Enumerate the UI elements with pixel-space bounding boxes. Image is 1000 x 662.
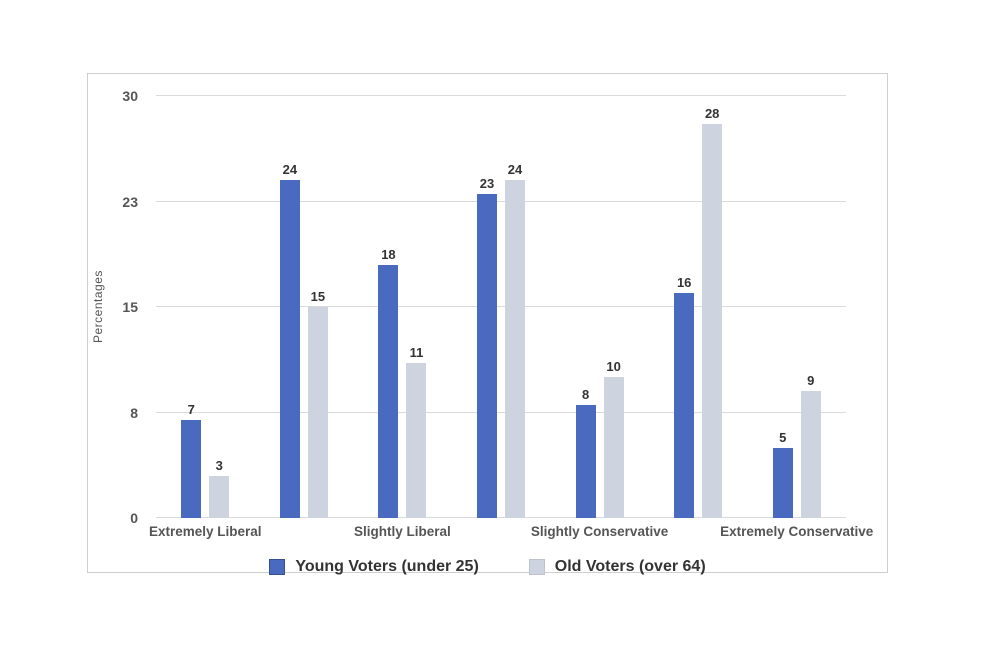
bar-column: 8 — [575, 96, 596, 518]
bar-column: 16 — [674, 96, 695, 518]
bar-value-label: 5 — [779, 429, 787, 445]
gridline — [156, 517, 846, 518]
bar-old-voters — [406, 363, 427, 518]
bar-group: 18 11 — [353, 96, 452, 518]
gridline — [156, 411, 846, 413]
bar-young-voters — [772, 447, 793, 518]
bar-column: 15 — [307, 96, 328, 518]
legend-item-young-voters: Young Voters (under 25) — [269, 558, 479, 576]
bar-column: 24 — [505, 96, 526, 518]
bar-value-label: 3 — [215, 457, 223, 473]
bar-column: 10 — [603, 96, 624, 518]
bar-value-label: 16 — [676, 274, 692, 290]
bar-column: 9 — [800, 96, 821, 518]
bar-value-label: 11 — [409, 345, 424, 361]
bar-column: 18 — [378, 96, 399, 518]
bar-old-voters — [800, 391, 821, 518]
x-axis-category-label: Extremely Conservative — [720, 524, 874, 539]
bar-old-voters — [603, 377, 624, 518]
bar-value-label: 8 — [581, 387, 590, 403]
legend-label-young-voters: Young Voters (under 25) — [295, 558, 479, 575]
bar-value-label: 9 — [807, 373, 815, 389]
bar-value-label: 24 — [282, 162, 298, 178]
bar-value-label: 7 — [187, 401, 195, 417]
bar-group: 23 24 — [452, 96, 551, 518]
y-axis-tick-label: 23 — [122, 193, 138, 210]
x-axis-category-label: Extremely Liberal — [149, 524, 262, 539]
gridline — [156, 200, 846, 202]
bar-young-voters — [575, 405, 596, 518]
bar-column: 3 — [209, 96, 230, 518]
plot-area: 7 3 24 15 18 11 23 24 8 10 16 28 5 9 — [156, 95, 846, 518]
y-axis-tick-label: 8 — [130, 404, 138, 421]
bar-value-label: 18 — [381, 246, 396, 262]
bar-old-voters — [702, 124, 723, 518]
bar-column: 28 — [702, 96, 723, 518]
bar-groups-layer: 7 3 24 15 18 11 23 24 8 10 16 28 5 9 — [156, 96, 846, 518]
x-axis-category-label: Slightly Liberal — [354, 524, 451, 539]
bar-young-voters — [477, 194, 498, 518]
bar-value-label: 24 — [507, 162, 523, 178]
bar-old-voters — [209, 475, 230, 518]
bar-old-voters — [505, 180, 526, 518]
bar-column: 24 — [279, 96, 300, 518]
bar-value-label: 28 — [704, 106, 720, 122]
y-axis-tick-label: 30 — [122, 88, 138, 104]
legend-item-old-voters: Old Voters (over 64) — [528, 558, 706, 576]
legend-swatch-old-voters-icon — [528, 559, 545, 575]
gridline — [156, 95, 846, 96]
y-axis-tick-label: 0 — [130, 510, 138, 526]
gridline — [156, 306, 846, 307]
legend-label-old-voters: Old Voters (over 64) — [554, 558, 706, 575]
bar-column: 23 — [477, 96, 498, 518]
bar-group: 8 10 — [550, 96, 649, 518]
bar-young-voters — [674, 292, 695, 518]
bar-old-voters — [307, 307, 328, 518]
y-axis: 0 8 15 23 30 — [88, 89, 138, 525]
chart-container: Percentages 0 8 15 23 30 7 3 24 15 18 11 23 24 8 10 16… — [87, 73, 888, 575]
y-axis-tick-label: 15 — [122, 299, 138, 315]
legend-swatch-young-voters-icon — [269, 559, 286, 575]
bar-value-label: 23 — [479, 176, 495, 192]
bar-column: 11 — [406, 96, 427, 518]
legend: Young Voters (under 25) Old Voters (over… — [88, 556, 887, 578]
bar-column: 5 — [772, 96, 793, 518]
bar-group: 16 28 — [649, 96, 748, 518]
bar-young-voters — [279, 180, 300, 518]
x-axis-category-label: Slightly Conservative — [530, 524, 669, 539]
bar-column: 7 — [181, 96, 202, 518]
bar-young-voters — [378, 264, 399, 518]
bar-young-voters — [181, 419, 202, 518]
bar-group: 24 15 — [255, 96, 354, 518]
bar-value-label: 15 — [310, 289, 326, 304]
bar-value-label: 10 — [606, 359, 621, 375]
x-axis: Extremely Liberal Slightly Liberal Slightl… — [149, 524, 873, 544]
